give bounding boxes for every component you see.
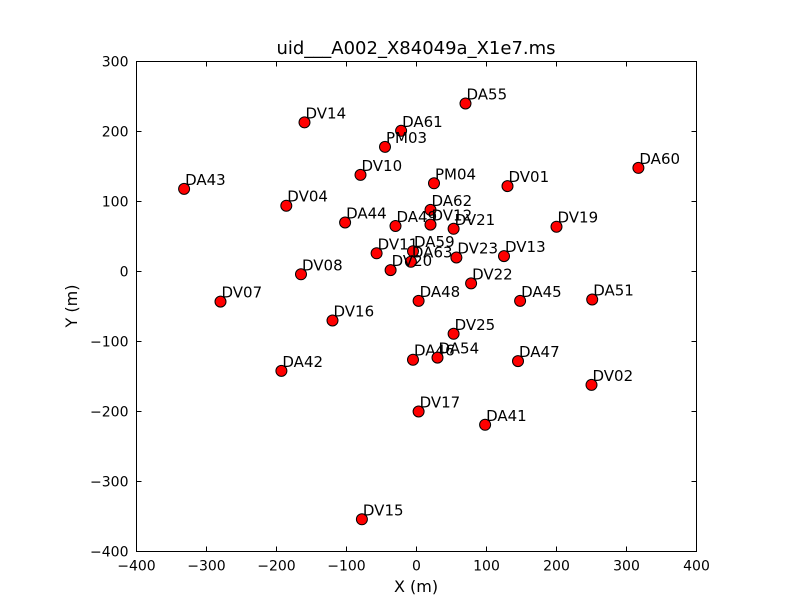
antenna-label: DV20 bbox=[392, 252, 433, 270]
antenna-point-dv20 bbox=[384, 264, 397, 277]
x-tick-label: 200 bbox=[543, 559, 570, 575]
antenna-label: DV23 bbox=[457, 240, 498, 258]
data-points: DV14 DA61 DA55 PM03 DV10 PM04 DV01 DA60 DA43 DV04… bbox=[178, 86, 680, 526]
antenna-point-da45 bbox=[514, 294, 527, 307]
antenna-label: DV08 bbox=[302, 256, 343, 274]
antenna-label: DV01 bbox=[509, 168, 550, 186]
x-tick-label: 300 bbox=[613, 559, 640, 575]
antenna-point-da48 bbox=[412, 294, 425, 307]
x-axis-label: X (m) bbox=[394, 577, 438, 596]
antenna-point-dv04 bbox=[280, 199, 293, 212]
antenna-point-dv07 bbox=[214, 295, 227, 308]
antenna-label: DV19 bbox=[558, 209, 599, 227]
antenna-point-da47 bbox=[512, 355, 524, 368]
antenna-point-dv16 bbox=[326, 314, 339, 327]
y-tick-label: 200 bbox=[102, 125, 129, 141]
antenna-label: DA63 bbox=[412, 244, 453, 262]
antenna-point-da42 bbox=[275, 364, 288, 377]
antenna-label: PM03 bbox=[386, 129, 427, 147]
antenna-point-da55 bbox=[459, 97, 472, 110]
antenna-label: DA62 bbox=[432, 192, 473, 210]
antenna-point-dv19 bbox=[550, 220, 563, 233]
antenna-point-da63 bbox=[404, 255, 417, 268]
x-tick-label: −100 bbox=[327, 559, 365, 575]
x-tick-label: 0 bbox=[412, 559, 421, 575]
y-tick-label: −100 bbox=[90, 335, 128, 351]
antenna-label: DA44 bbox=[346, 205, 387, 223]
y-tick-label: 100 bbox=[102, 195, 129, 211]
antenna-label: DV02 bbox=[593, 367, 634, 385]
x-tick-label: −200 bbox=[257, 559, 295, 575]
antenna-point-dv21 bbox=[447, 222, 460, 235]
y-tick-label: 0 bbox=[120, 265, 129, 281]
antenna-label: DA55 bbox=[467, 86, 508, 104]
antenna-label: DA54 bbox=[439, 340, 480, 358]
antenna-label: DV14 bbox=[306, 104, 347, 122]
y-tick-label: −200 bbox=[90, 405, 128, 421]
antenna-label: DV12 bbox=[432, 207, 473, 225]
antenna-label: DV16 bbox=[334, 303, 375, 321]
antenna-point-da62 bbox=[424, 203, 437, 216]
y-tick-label: −400 bbox=[90, 545, 128, 561]
antenna-label: DA46 bbox=[414, 342, 455, 360]
antenna-point-da49 bbox=[389, 220, 402, 232]
antenna-point-da44 bbox=[339, 216, 352, 229]
y-tick-label: −300 bbox=[90, 475, 128, 491]
antenna-point-da41 bbox=[479, 418, 492, 431]
antenna-point-dv10 bbox=[354, 168, 367, 181]
antenna-label: DA51 bbox=[593, 282, 634, 300]
antenna-label: DV15 bbox=[363, 501, 404, 519]
antenna-label: DA61 bbox=[402, 113, 443, 131]
antenna-label: DV13 bbox=[505, 238, 546, 256]
antenna-point-da61 bbox=[395, 124, 408, 137]
antenna-point-dv11 bbox=[370, 247, 383, 260]
antenna-label: DA47 bbox=[519, 343, 560, 361]
antenna-label: DV10 bbox=[362, 157, 403, 175]
antenna-point-da46 bbox=[407, 353, 419, 366]
antenna-label: DV25 bbox=[455, 316, 496, 334]
antenna-label: DA41 bbox=[486, 407, 527, 425]
antenna-point-da43 bbox=[178, 182, 191, 195]
antenna-point-dv13 bbox=[498, 250, 510, 263]
antenna-point-dv22 bbox=[465, 277, 478, 290]
antenna-label: DV21 bbox=[455, 211, 496, 229]
antenna-label: PM04 bbox=[435, 165, 476, 183]
y-axis-label: Y (m) bbox=[62, 285, 81, 329]
antenna-label: DV22 bbox=[472, 265, 513, 283]
x-tick-label: −300 bbox=[187, 559, 225, 575]
antenna-label: DA43 bbox=[185, 171, 226, 189]
antenna-label: DA60 bbox=[639, 150, 680, 168]
antenna-point-da60 bbox=[632, 161, 645, 174]
antenna-label: DA45 bbox=[521, 283, 562, 301]
antenna-point-dv12 bbox=[424, 218, 437, 231]
antenna-point-dv01 bbox=[501, 180, 514, 193]
x-tick-label: 400 bbox=[683, 559, 710, 575]
chart-title: uid___A002_X84049a_X1e7.ms bbox=[276, 38, 555, 59]
axis-ticks: −400 −300 −200 −100 0 100 200 300 400 −400 −300 −20… bbox=[90, 55, 710, 575]
antenna-point-dv02 bbox=[585, 378, 598, 391]
x-tick-label: 100 bbox=[473, 559, 500, 575]
antenna-point-dv15 bbox=[355, 513, 368, 526]
antenna-label: DV17 bbox=[420, 394, 461, 412]
antenna-point-dv14 bbox=[298, 116, 311, 129]
plot-area-frame bbox=[136, 61, 697, 552]
antenna-point-dv17 bbox=[412, 405, 425, 418]
antenna-point-pm04 bbox=[428, 177, 440, 190]
antenna-point-da51 bbox=[586, 293, 599, 306]
antenna-label: DA48 bbox=[420, 283, 461, 301]
antenna-label: DV07 bbox=[222, 284, 263, 302]
antenna-point-dv08 bbox=[295, 268, 307, 281]
y-tick-label: 300 bbox=[102, 55, 129, 71]
antenna-label: DA59 bbox=[414, 233, 455, 251]
antenna-point-dv25 bbox=[447, 327, 460, 340]
antenna-label: DV04 bbox=[287, 188, 328, 206]
antenna-point-dv23 bbox=[450, 251, 463, 264]
antenna-label: DA42 bbox=[282, 353, 323, 371]
antenna-point-da54 bbox=[431, 351, 444, 364]
antenna-point-pm03 bbox=[379, 140, 391, 153]
x-tick-label: −400 bbox=[117, 559, 155, 575]
